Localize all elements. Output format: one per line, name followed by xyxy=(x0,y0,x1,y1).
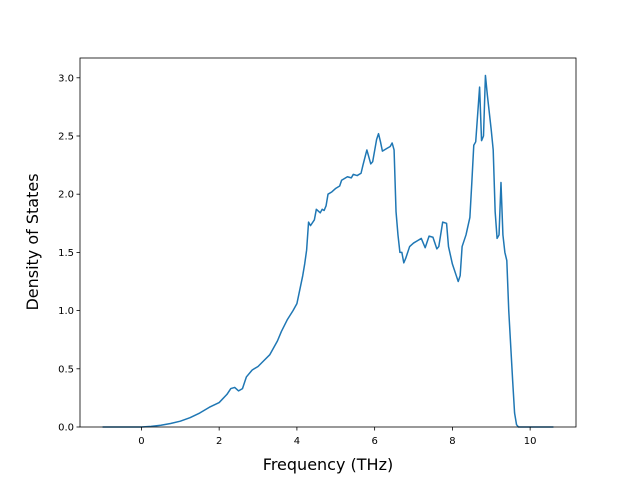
x-tick-label: 2 xyxy=(216,436,222,447)
y-tick-label: 1.0 xyxy=(58,306,74,317)
y-tick-label: 2.5 xyxy=(58,131,74,142)
x-tick-label: 10 xyxy=(524,436,537,447)
x-tick-label: 0 xyxy=(138,436,144,447)
x-tick-label: 6 xyxy=(371,436,377,447)
x-tick-label: 4 xyxy=(294,436,300,447)
y-tick-label: 0.0 xyxy=(58,423,74,434)
line-series xyxy=(102,74,554,428)
y-tick-label: 1.5 xyxy=(58,248,74,259)
y-tick-label: 3.0 xyxy=(58,73,74,84)
x-axis-label: Frequency (THz) xyxy=(263,455,393,474)
x-tick-label: 8 xyxy=(449,436,455,447)
y-tick-label: 0.5 xyxy=(58,364,74,375)
y-tick-label: 2.0 xyxy=(58,190,74,201)
y-axis-label: Density of States xyxy=(23,173,42,310)
plot-frame xyxy=(79,57,577,428)
